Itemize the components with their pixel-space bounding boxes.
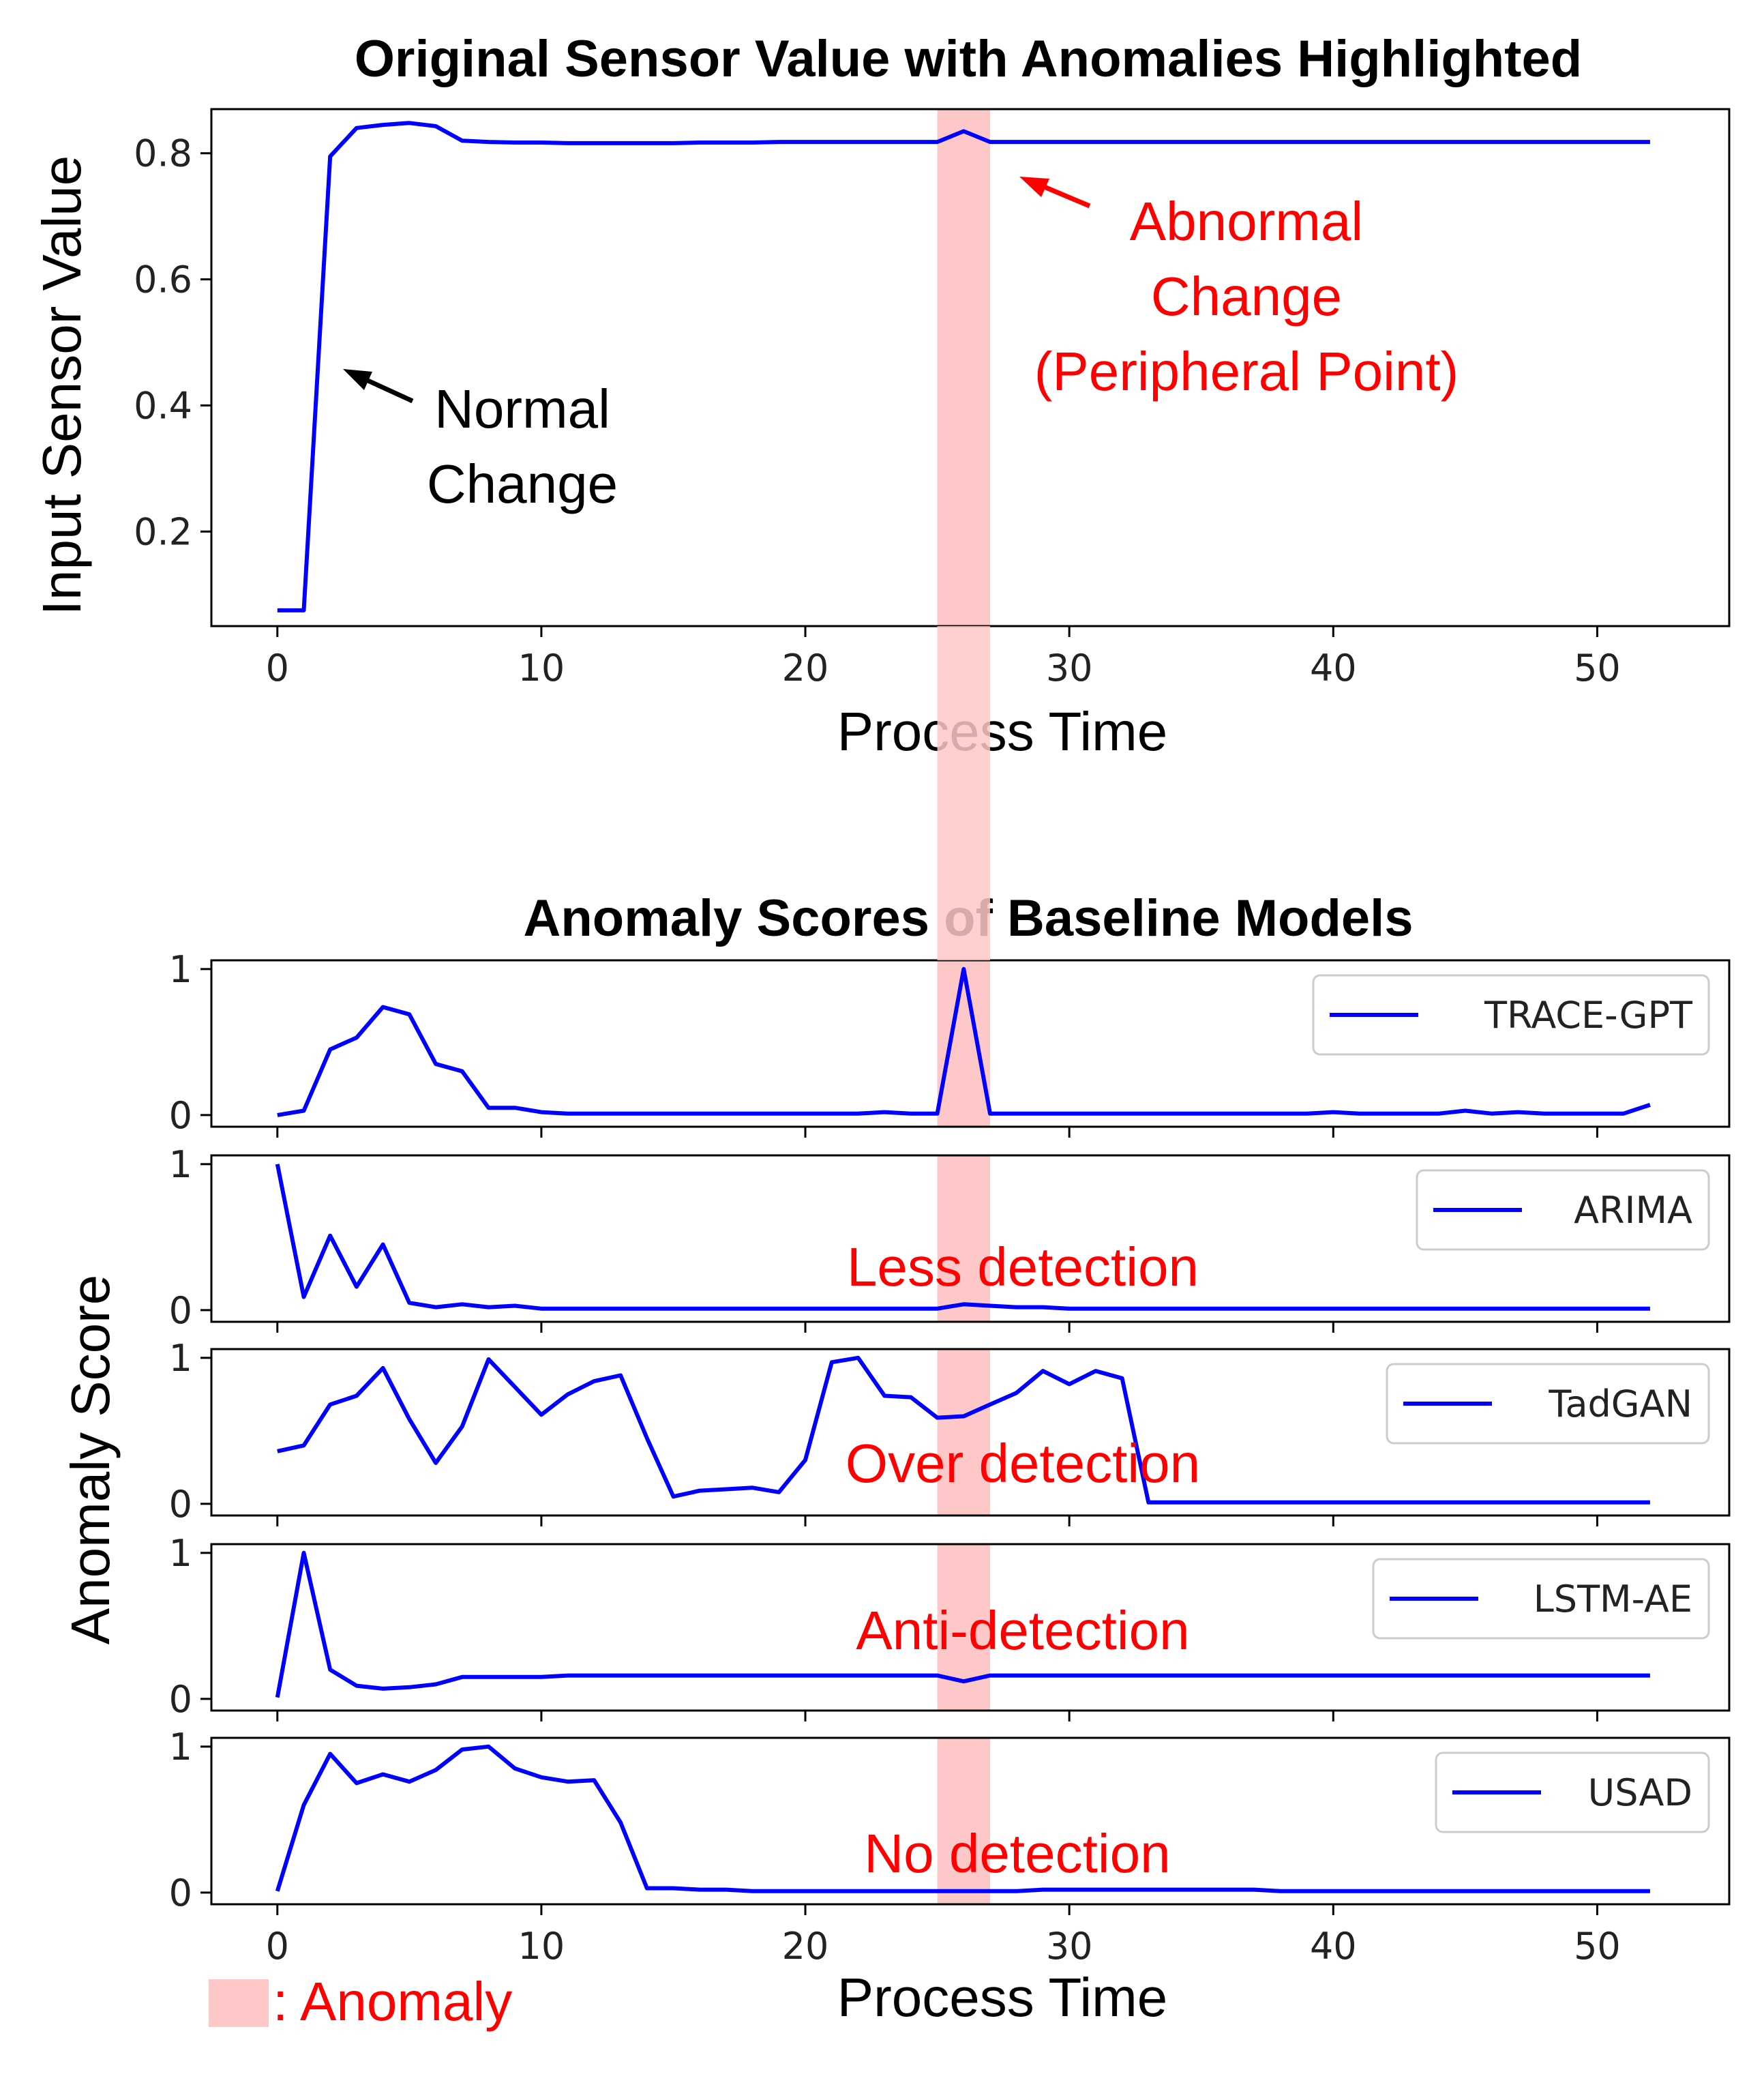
panel-frame — [210, 1736, 1731, 1906]
x-tick-label: 30 — [1046, 647, 1093, 690]
legend-box — [1372, 1558, 1710, 1640]
normal-change-line-1: Normal — [434, 379, 610, 439]
anomaly-span — [937, 1155, 991, 1322]
x-tick-label: 30 — [1046, 1925, 1093, 1968]
scores-x-axis-label: Process Time — [837, 1967, 1168, 2028]
y-tick-label: 0 — [169, 1094, 192, 1137]
score-panels: 0 1 TRACE-GPT 0 1 ARIMA 0 1 TadGAN 0 1 LSTM-AE 0 1 USA… — [169, 948, 1731, 1968]
anomaly-legend-swatch — [209, 1979, 269, 2027]
anomaly-span — [937, 109, 991, 626]
panel-frame — [210, 1348, 1731, 1517]
abnormal-change-line-1: Abnormal — [1130, 191, 1363, 252]
x-tick-label: 0 — [266, 1925, 289, 1968]
y-tick-label: 0.8 — [134, 132, 192, 175]
annotations-layer: Less detection Over detection Anti-detecti… — [846, 626, 1200, 1884]
abnormal-change-annotation: Abnormal Change (Peripheral Point) — [1019, 177, 1459, 402]
x-tick-label: 50 — [1574, 647, 1621, 690]
sensor-plot: 0 10 20 30 40 50 0.2 0.4 0.6 0.8 — [134, 108, 1731, 690]
y-tick-label: 0 — [169, 1872, 192, 1914]
score-panel-trace-gpt: 0 1 TRACE-GPT — [169, 948, 1731, 1138]
x-tick-label: 50 — [1574, 1925, 1621, 1968]
score-panel-usad: 0 1 USAD — [169, 1726, 1731, 1915]
score-line — [275, 1550, 1650, 1698]
scores-y-axis-label: Anomaly Score — [60, 1275, 121, 1644]
abnormal-change-arrowhead — [1019, 177, 1049, 197]
panel-annotation-lstm-ae: Anti-detection — [856, 1600, 1189, 1661]
sensor-x-axis-label: Process Time — [837, 701, 1168, 762]
panel-frame — [210, 1154, 1731, 1323]
legend-box — [1416, 1169, 1710, 1251]
sensor-line — [277, 121, 1650, 612]
anomaly-span — [937, 1349, 991, 1515]
y-tick-label: 1 — [169, 1143, 192, 1186]
legend-box — [1386, 1363, 1710, 1445]
panel-annotation-tadgan: Over detection — [846, 1433, 1200, 1494]
score-panel-lstm-ae: 0 1 LSTM-AE — [169, 1532, 1731, 1721]
y-tick-label: 1 — [169, 1532, 192, 1575]
x-tick-label: 40 — [1310, 647, 1357, 690]
x-tick-label: 20 — [782, 647, 829, 690]
legend-box — [1312, 974, 1710, 1056]
y-tick-label: 1 — [169, 1726, 192, 1769]
y-tick-label: 1 — [169, 948, 192, 991]
y-tick-label: 0.6 — [134, 258, 192, 301]
y-tick-label: 0.4 — [134, 384, 192, 427]
y-tick-label: 0.2 — [134, 510, 192, 553]
legend-label: TRACE-GPT — [1484, 994, 1693, 1037]
y-tick-label: 1 — [169, 1337, 192, 1380]
panel-annotation-usad: No detection — [864, 1823, 1170, 1884]
score-line — [277, 1355, 1650, 1505]
normal-change-arrowhead — [343, 369, 372, 390]
anomaly-legend-label: : Anomaly — [273, 1971, 512, 2032]
anomaly-span-connector — [937, 626, 991, 960]
score-line — [275, 1744, 1650, 1893]
x-tick-label: 40 — [1310, 1925, 1357, 1968]
normal-change-annotation: Normal Change — [343, 369, 618, 514]
x-tick-label: 10 — [518, 1925, 565, 1968]
normal-change-line-2: Change — [427, 454, 618, 514]
legend-box — [1435, 1751, 1710, 1833]
legend-label: ARIMA — [1574, 1189, 1692, 1232]
y-tick-label: 0 — [169, 1483, 192, 1526]
score-panel-arima: 0 1 ARIMA — [169, 1143, 1731, 1333]
panel-annotation-arima: Less detection — [847, 1237, 1199, 1297]
score-line — [275, 1164, 1650, 1311]
legend-label: USAD — [1588, 1771, 1692, 1814]
x-tick-label: 0 — [266, 647, 289, 690]
sensor-y-axis-label: Input Sensor Value — [31, 156, 92, 616]
anomaly-span — [937, 960, 991, 1127]
x-tick-label: 20 — [782, 1925, 829, 1968]
x-tick-label: 10 — [518, 647, 565, 690]
y-tick-label: 0 — [169, 1678, 192, 1721]
anomaly-span — [937, 1738, 991, 1904]
panel-frame — [210, 1543, 1731, 1712]
legend-label: TadGAN — [1548, 1382, 1692, 1425]
abnormal-change-line-3: (Peripheral Point) — [1034, 341, 1459, 402]
score-panel-tadgan: 0 1 TadGAN — [169, 1337, 1731, 1526]
abnormal-change-line-2: Change — [1151, 266, 1342, 327]
y-tick-label: 0 — [169, 1289, 192, 1332]
sensor-chart-title: Original Sensor Value with Anomalies Hig… — [355, 30, 1582, 88]
score-line — [277, 966, 1651, 1117]
legend-label: LSTM-AE — [1534, 1578, 1692, 1621]
